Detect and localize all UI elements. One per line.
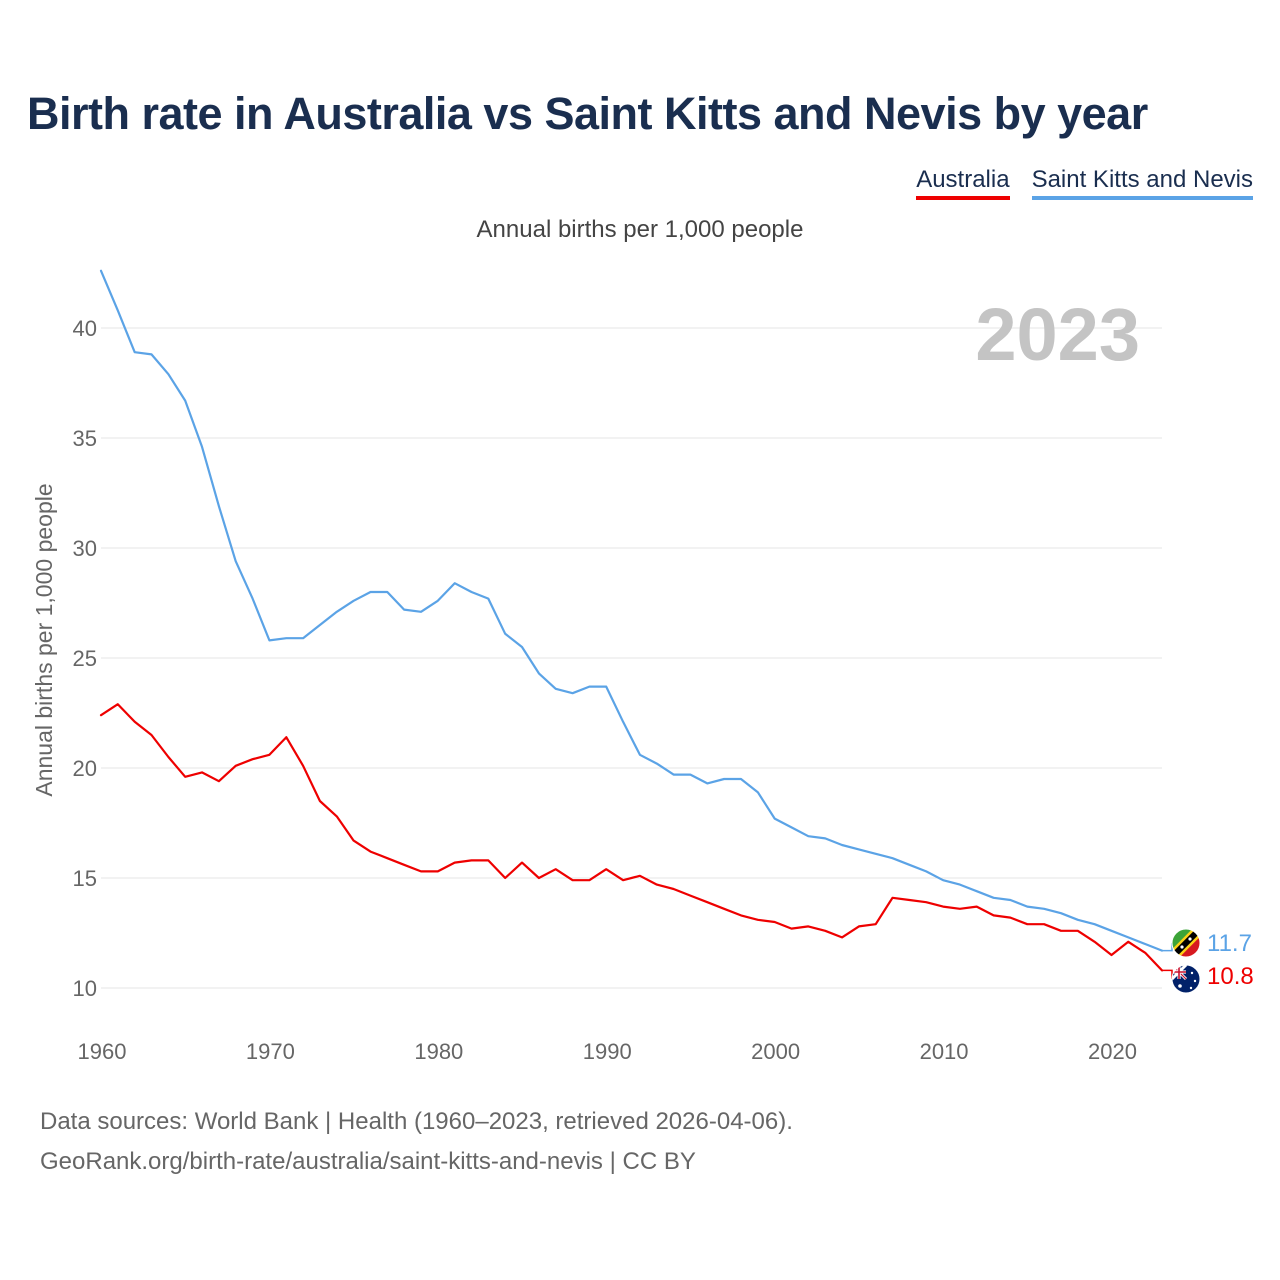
saint-kitts-and-nevis-flag-icon bbox=[1172, 929, 1200, 957]
series-line-australia bbox=[99, 703, 1164, 972]
x-axis-ticks: 1960 1970 1980 1990 2000 2010 2020 bbox=[78, 1039, 1137, 1064]
legend: Australia Saint Kitts and Nevis bbox=[916, 166, 1253, 200]
x-tick-label: 1980 bbox=[414, 1039, 463, 1064]
end-connector bbox=[1162, 943, 1173, 952]
series-lines bbox=[99, 269, 1173, 979]
x-tick-label: 2010 bbox=[920, 1039, 969, 1064]
end-value-label-saint-kitts-and-nevis: 11.7 bbox=[1207, 930, 1252, 957]
year-watermark: 2023 bbox=[975, 293, 1140, 376]
y-tick-label: 10 bbox=[73, 976, 97, 1001]
series-line-saint-kitts-and-nevis bbox=[99, 269, 1164, 952]
chart-title: Birth rate in Australia vs Saint Kitts a… bbox=[27, 88, 1148, 139]
end-value-label-australia: 10.8 bbox=[1207, 963, 1254, 990]
chart-subtitle: Annual births per 1,000 people bbox=[476, 216, 804, 243]
source-url: GeoRank.org/birth-rate/australia/saint-k… bbox=[40, 1148, 696, 1175]
y-tick-label: 40 bbox=[73, 316, 97, 341]
y-tick-label: 25 bbox=[73, 646, 97, 671]
y-axis-title: Annual births per 1,000 people bbox=[31, 483, 57, 796]
x-tick-label: 2000 bbox=[751, 1039, 800, 1064]
y-axis-ticks: 10 15 20 25 30 35 40 bbox=[73, 316, 97, 1001]
x-tick-label: 1970 bbox=[246, 1039, 295, 1064]
end-connector bbox=[1162, 969, 1173, 979]
grid-lines bbox=[101, 327, 1162, 989]
x-tick-label: 1960 bbox=[78, 1039, 127, 1064]
x-tick-label: 2020 bbox=[1088, 1039, 1137, 1064]
y-tick-label: 35 bbox=[73, 426, 97, 451]
source-note: Data sources: World Bank | Health (1960–… bbox=[40, 1108, 793, 1135]
y-tick-label: 15 bbox=[73, 866, 97, 891]
legend-item-australia[interactable]: Australia bbox=[916, 166, 1010, 200]
y-tick-label: 20 bbox=[73, 756, 97, 781]
legend-item-saint-kitts-and-nevis[interactable]: Saint Kitts and Nevis bbox=[1031, 166, 1253, 200]
x-tick-label: 1990 bbox=[583, 1039, 632, 1064]
y-tick-label: 30 bbox=[73, 536, 97, 561]
